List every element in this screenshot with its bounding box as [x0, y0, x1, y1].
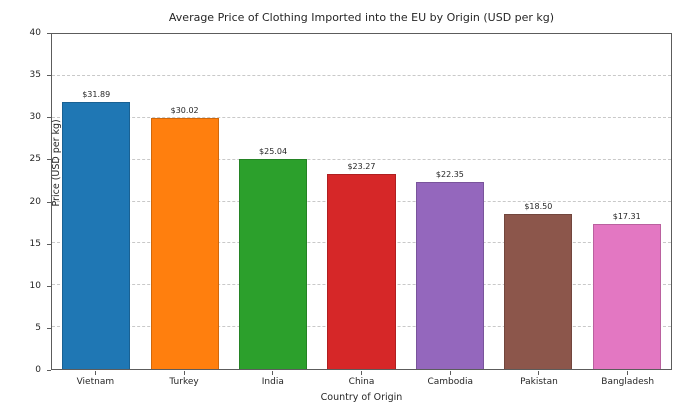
chart-title: Average Price of Clothing Imported into …: [168, 11, 555, 24]
y-tick-mark-30: [47, 117, 51, 119]
bar-pakistan: [504, 214, 573, 369]
y-tick-label-40: 40: [29, 28, 41, 38]
y-tick-label-25: 25: [29, 154, 41, 165]
x-axis-tick-labels: Vietnam Turkey India China Cambodia Pakistan B…: [51, 377, 672, 387]
x-tick-mark-china: [317, 371, 406, 375]
x-tick-mark-india: [228, 371, 317, 375]
x-tick-mark-line-vietnam: [94, 371, 96, 375]
x-tick-mark-pakistan: [495, 371, 584, 375]
gridline-y-30: [52, 116, 671, 118]
bar-value-label-china: $23.27: [347, 162, 376, 172]
bar-vietnam: [62, 101, 131, 369]
bars-layer: $31.89 $30.02 $25.04 $23.27 $22.35 $18.50 $17.…: [52, 34, 671, 369]
x-tick-label-vietnam: Vietnam: [76, 377, 115, 387]
x-tick-label-pakistan: Pakistan: [520, 377, 558, 387]
bar-cambodia: [415, 181, 484, 369]
y-tick-label-0: 0: [35, 365, 41, 375]
x-tick-label-cambodia: Cambodia: [427, 377, 473, 387]
y-tick-mark-10: [47, 285, 51, 287]
y-axis-title: Price (USD per kg): [51, 119, 63, 207]
bar-slot-pakistan: $18.50: [494, 34, 582, 369]
x-tick-label-india: India: [261, 377, 284, 387]
x-tick-mark-vietnam: [51, 371, 140, 375]
x-tick-mark-line-cambodia: [449, 371, 451, 375]
x-tick-mark-line-bangladesh: [627, 371, 629, 375]
bar-value-label-pakistan: $18.50: [524, 202, 553, 212]
y-tick-label-20: 20: [29, 196, 41, 207]
y-tick-label-15: 15: [29, 238, 41, 249]
y-tick-label-5: 5: [35, 322, 41, 333]
bar-china: [327, 174, 396, 369]
x-tick-mark-line-pakistan: [538, 371, 540, 375]
bar-value-label-vietnam: $31.89: [82, 89, 111, 99]
bar-slot-turkey: $30.02: [140, 34, 228, 369]
bar-value-label-bangladesh: $17.31: [612, 212, 641, 222]
y-tick-mark-40: [47, 33, 51, 34]
bar-slot-china: $23.27: [317, 34, 405, 369]
bar-value-label-india: $25.04: [259, 147, 288, 157]
bar-bangladesh: [592, 224, 661, 369]
x-tick-label-bangladesh: Bangladesh: [601, 377, 655, 387]
bar-india: [239, 159, 308, 369]
x-axis-tickmarks: [51, 371, 672, 375]
x-tick-mark-line-india: [272, 371, 274, 375]
bar-slot-india: $25.04: [229, 34, 317, 369]
gridline-y-35: [52, 74, 671, 76]
bar-slot-cambodia: $22.35: [406, 34, 494, 369]
y-tick-label-30: 30: [29, 112, 41, 123]
y-tick-mark-20: [47, 201, 51, 203]
gridline-y-25: [52, 158, 671, 160]
y-tick-label-10: 10: [29, 280, 41, 291]
x-tick-mark-line-turkey: [183, 371, 185, 375]
bar-value-label-turkey: $30.02: [170, 105, 199, 115]
bar-slot-bangladesh: $17.31: [583, 34, 671, 369]
x-tick-mark-line-china: [361, 371, 363, 375]
y-tick-mark-35: [47, 75, 51, 77]
y-tick-mark-0: [47, 370, 51, 371]
y-tick-mark-15: [47, 243, 51, 245]
y-tick-mark-5: [47, 327, 51, 329]
bar-value-label-cambodia: $22.35: [435, 169, 464, 179]
y-tick-mark-25: [47, 159, 51, 161]
x-tick-mark-cambodia: [406, 371, 495, 375]
bar-slot-vietnam: $31.89: [52, 34, 140, 369]
x-tick-mark-turkey: [140, 371, 229, 375]
x-tick-mark-bangladesh: [583, 371, 672, 375]
x-tick-label-turkey: Turkey: [169, 377, 199, 387]
plot-area: $31.89 $30.02 $25.04 $23.27 $22.35 $18.50 $17.…: [51, 33, 672, 370]
x-axis-title: Country of Origin: [320, 392, 403, 403]
bar-turkey: [150, 117, 219, 369]
x-tick-label-china: China: [348, 377, 375, 387]
y-tick-label-35: 35: [29, 70, 41, 81]
